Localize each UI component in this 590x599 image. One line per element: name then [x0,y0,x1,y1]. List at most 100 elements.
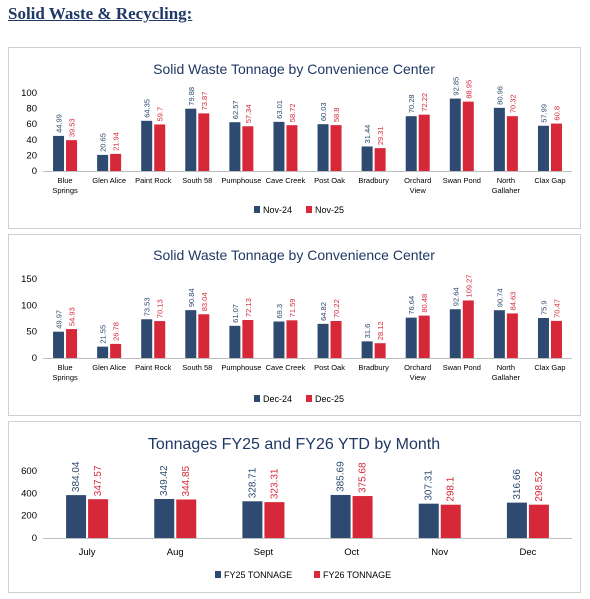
legend-label: Dec-25 [315,394,344,404]
data-label: 84.63 [508,292,517,311]
bar [462,101,474,171]
bar [493,107,505,171]
data-label: 298.52 [534,471,545,502]
bar [154,498,175,538]
bar [405,317,417,358]
bar [506,502,527,538]
x-tick-label: Pumphouse [221,176,261,185]
y-tick-label: 100 [21,88,37,99]
legend-swatch [254,206,260,213]
data-label: 71.59 [288,299,297,318]
bar [229,325,241,358]
bar [242,501,263,538]
bar [374,343,386,358]
data-label: 80.96 [495,86,504,105]
data-label: 57.34 [244,104,253,123]
data-label: 59.7 [156,107,165,122]
legend-label: FY26 TONNAGE [323,570,391,580]
data-label: 70.13 [156,299,165,318]
bar [550,123,562,171]
x-tick-label: Glen Alice [92,176,126,185]
bar [229,122,241,171]
bar [361,341,373,358]
data-label: 92.85 [451,77,460,96]
x-tick-label: Swan Pond [443,176,481,185]
bar [506,116,518,171]
data-label: 70.28 [407,94,416,113]
x-tick-label: Dec [519,547,536,558]
bar [286,125,298,171]
data-label: 73.87 [200,92,209,111]
bar [53,135,65,171]
x-tick-label: Bradbury [358,363,389,372]
bar [185,310,197,358]
bar [176,499,197,538]
bar [418,503,439,538]
data-label: 39.53 [68,118,77,137]
x-tick-label: Post Oak [314,363,345,372]
x-tick-label: Paint Rock [135,176,172,185]
data-label: 21.94 [112,132,121,151]
x-tick-label: Oct [344,547,359,558]
data-label: 349.42 [159,465,170,496]
x-tick-label: South 58 [182,176,212,185]
bar [264,502,285,538]
chart-title: Solid Waste Tonnage by Convenience Cente… [153,61,435,77]
legend-label: Nov-25 [315,205,344,215]
data-label: 347.57 [93,465,104,496]
bar [330,321,342,358]
data-label: 49.97 [55,310,64,329]
data-label: 344.85 [181,465,192,496]
bar [154,321,166,358]
x-tick-label: July [79,547,96,558]
data-label: 62.57 [231,100,240,119]
x-tick-label: Clax Gap [534,176,565,185]
bar [198,113,210,171]
x-tick-label: Blue Springs [52,363,78,382]
data-label: 384.04 [71,461,82,492]
bar [330,494,351,538]
bar [66,329,78,358]
bar [273,121,285,171]
bar [418,114,430,171]
bar [405,116,417,171]
bar [110,343,122,358]
data-label: 31.44 [363,125,372,144]
data-label: 44.99 [55,114,64,133]
x-tick-label: North Gallaher [492,176,521,195]
bar [97,154,109,171]
legend-label: FY25 TONNAGE [224,570,292,580]
data-label: 63.01 [275,100,284,119]
x-tick-label: Cave Creek [266,176,306,185]
bar [154,124,166,171]
legend-label: Nov-24 [263,205,292,215]
chart-nov: Solid Waste Tonnage by Convenience Cente… [21,61,572,215]
data-label: 58.8 [332,108,341,123]
y-tick-label: 60 [26,119,37,130]
data-label: 80.48 [420,294,429,313]
chart-panel-december: Solid Waste Tonnage by Convenience Cente… [8,234,581,416]
bar [352,496,373,538]
data-label: 21.55 [99,325,108,344]
bar [537,125,549,171]
y-tick-label: 0 [32,166,37,177]
y-tick-label: 0 [32,353,37,364]
bar [462,300,474,358]
data-label: 316.66 [512,469,523,500]
bar [506,313,518,358]
chart-title: Solid Waste Tonnage by Convenience Cente… [153,247,435,263]
bar [286,320,298,358]
y-tick-label: 600 [21,466,37,477]
data-label: 90.84 [187,288,196,307]
data-label: 58.72 [288,103,297,122]
data-label: 60.8 [552,106,561,121]
data-label: 83.04 [200,292,209,311]
data-label: 70.47 [552,299,561,318]
bar [537,318,549,358]
data-label: 75.9 [539,300,548,315]
x-tick-label: South 58 [182,363,212,372]
bar [493,310,505,358]
y-tick-label: 400 [21,488,37,499]
data-label: 28.12 [376,321,385,340]
data-label: 375.68 [358,462,369,493]
